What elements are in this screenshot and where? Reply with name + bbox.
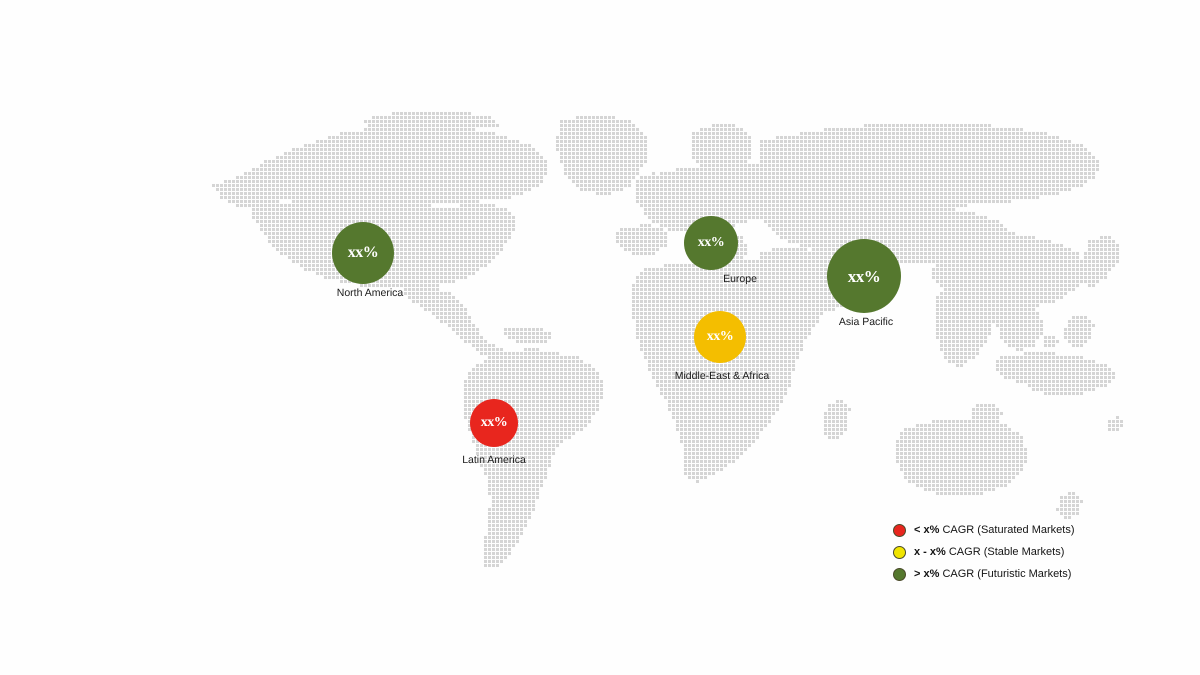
legend-item-stable[interactable]: x - x% CAGR (Stable Markets) xyxy=(893,541,1074,563)
region-bubble-north-america[interactable]: xx% xyxy=(332,222,394,284)
legend-label-saturated: < x% CAGR (Saturated Markets) xyxy=(914,524,1075,536)
legend-item-futuristic[interactable]: > x% CAGR (Futuristic Markets) xyxy=(893,563,1074,585)
region-label-europe: Europe xyxy=(723,273,757,285)
region-bubble-asia-pacific[interactable]: xx% xyxy=(827,239,901,313)
map-dot-grid xyxy=(212,112,1123,567)
region-bubble-europe[interactable]: xx% xyxy=(684,216,738,270)
legend-dot-stable xyxy=(893,545,906,559)
region-label-middle-east-africa: Middle-East & Africa xyxy=(674,370,770,382)
region-value-latin-america: xx% xyxy=(480,415,508,430)
legend-dot-saturated xyxy=(893,523,906,537)
legend-label-stable: x - x% CAGR (Stable Markets) xyxy=(914,546,1065,558)
region-value-asia-pacific: xx% xyxy=(847,266,881,286)
legend-dot-futuristic xyxy=(893,567,906,581)
region-label-asia-pacific: Asia Pacific xyxy=(838,316,894,328)
region-bubble-middle-east-africa[interactable]: xx% xyxy=(694,311,746,363)
region-value-middle-east-africa: xx% xyxy=(706,329,734,344)
legend-item-saturated[interactable]: < x% CAGR (Saturated Markets) xyxy=(893,519,1074,541)
region-value-europe: xx% xyxy=(697,235,725,250)
region-label-latin-america: Latin America xyxy=(462,454,526,466)
region-label-north-america: North America xyxy=(336,287,404,299)
legend: < x% CAGR (Saturated Markets) x - x% CAGR… xyxy=(893,519,1074,585)
region-value-north-america: xx% xyxy=(347,244,379,261)
legend-label-futuristic: > x% CAGR (Futuristic Markets) xyxy=(914,568,1072,580)
region-bubble-latin-america[interactable]: xx% xyxy=(470,399,518,447)
